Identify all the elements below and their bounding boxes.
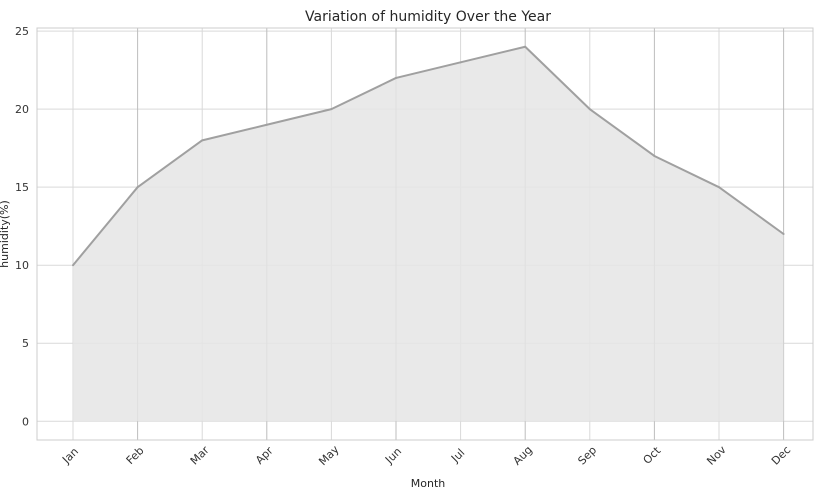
- x-tick-label: Jan: [59, 445, 81, 467]
- data-point-nov: [718, 186, 720, 189]
- x-tick-label: Mar: [188, 443, 212, 467]
- x-tick-label: Jul: [448, 446, 467, 465]
- data-point-mar: [201, 139, 204, 142]
- data-point-aug: [524, 45, 527, 48]
- data-point-apr: [265, 123, 268, 126]
- area-series: [72, 45, 785, 422]
- data-point-jan: [72, 264, 74, 267]
- x-tick-label: May: [316, 443, 342, 469]
- x-tick-label: Dec: [769, 443, 793, 467]
- y-tick-label: 10: [15, 259, 29, 272]
- y-tick-label: 5: [22, 337, 29, 350]
- series-line: [72, 45, 785, 266]
- x-tick-label: Sep: [575, 444, 599, 468]
- data-point-dec: [782, 233, 785, 235]
- area-fill: [73, 46, 784, 422]
- plot-frame: [36, 27, 814, 441]
- x-axis-label: Month: [411, 477, 446, 490]
- x-axis-ticks: Jan Feb Mar Apr May Jun Jul Aug Sep Oct Nov Dec: [59, 443, 793, 469]
- x-tick-label: Jun: [382, 445, 404, 467]
- x-tick-label: Oct: [641, 444, 664, 467]
- x-tick-label: Feb: [124, 444, 147, 467]
- data-points: [72, 45, 785, 267]
- y-tick-label: 20: [15, 103, 29, 116]
- data-point-jun: [395, 76, 397, 79]
- x-tick-label: Aug: [511, 443, 535, 467]
- y-tick-label: 25: [15, 25, 29, 38]
- data-point-jul: [459, 61, 462, 64]
- data-point-may: [330, 108, 333, 111]
- y-axis-ticks: 0 5 10 15 20 25: [15, 25, 29, 428]
- chart-title: Variation of humidity Over the Year: [305, 9, 551, 25]
- x-tick-label: Apr: [253, 444, 276, 467]
- data-point-oct: [653, 154, 656, 157]
- y-tick-label: 15: [15, 181, 29, 194]
- y-tick-label: 0: [22, 415, 29, 428]
- data-point-sep: [588, 108, 591, 111]
- x-tick-label: Nov: [704, 443, 729, 468]
- y-axis-label: humidity(%): [0, 200, 11, 268]
- data-point-feb: [136, 186, 139, 189]
